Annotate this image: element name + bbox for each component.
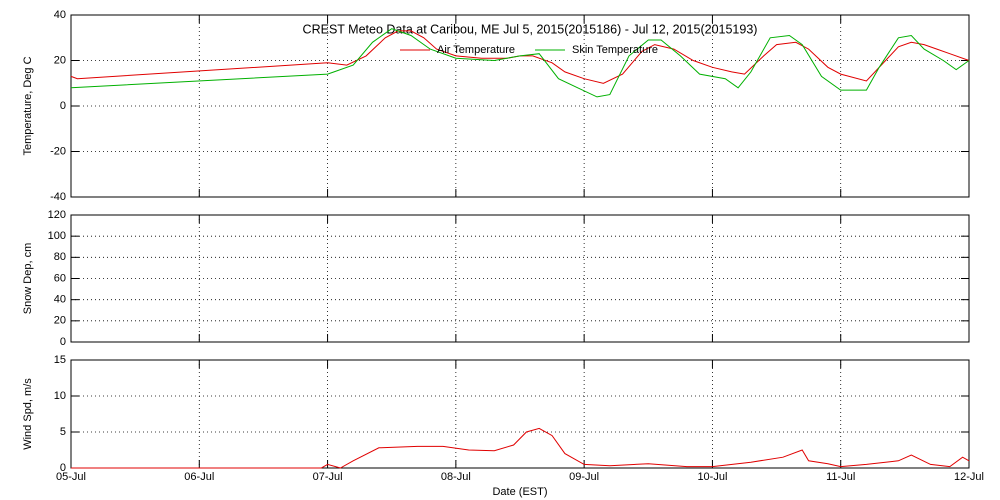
y-tick-label: 120 bbox=[48, 209, 66, 221]
x-axis-label: Date (EST) bbox=[492, 486, 547, 498]
y-tick-label: 0 bbox=[60, 336, 66, 348]
y-tick-label: 0 bbox=[60, 100, 66, 112]
y-axis-label: Snow Dep, cm bbox=[22, 243, 34, 315]
y-tick-label: 100 bbox=[48, 230, 66, 242]
y-tick-label: -40 bbox=[50, 191, 66, 203]
y-tick-label: 40 bbox=[54, 294, 66, 306]
plot-frame bbox=[70, 14, 970, 198]
y-tick-label: 60 bbox=[54, 272, 66, 284]
y-tick-label: 5 bbox=[60, 426, 66, 438]
plot-frame bbox=[70, 359, 970, 469]
y-tick-label: 80 bbox=[54, 251, 66, 263]
x-tick-label: 10-Jul bbox=[697, 471, 727, 483]
x-tick-label: 12-Jul bbox=[954, 471, 984, 483]
x-tick-label: 06-Jul bbox=[184, 471, 214, 483]
x-tick-label: 07-Jul bbox=[313, 471, 343, 483]
x-tick-label: 09-Jul bbox=[569, 471, 599, 483]
y-tick-label: 20 bbox=[54, 54, 66, 66]
chart-title: CREST Meteo Data at Caribou, ME Jul 5, 2… bbox=[303, 22, 758, 36]
y-tick-label: 15 bbox=[54, 354, 66, 366]
data-line bbox=[70, 28, 970, 98]
y-axis-label: Wind Spd, m/s bbox=[22, 378, 34, 450]
x-tick-label: 08-Jul bbox=[441, 471, 471, 483]
x-tick-label: 05-Jul bbox=[56, 471, 86, 483]
data-line bbox=[70, 30, 970, 84]
legend-label: Skin Temperature bbox=[572, 44, 658, 56]
data-line bbox=[71, 427, 970, 469]
y-tick-label: -20 bbox=[50, 145, 66, 157]
y-axis-label: Temperature, Deg C bbox=[22, 56, 34, 155]
y-tick-label: 0 bbox=[60, 462, 66, 474]
y-tick-label: 10 bbox=[54, 390, 66, 402]
y-tick-label: 20 bbox=[54, 315, 66, 327]
x-tick-label: 11-Jul bbox=[826, 471, 855, 483]
plot-frame bbox=[70, 214, 970, 343]
y-tick-label: 40 bbox=[54, 9, 66, 21]
legend-label: Air Temperature bbox=[437, 44, 515, 56]
